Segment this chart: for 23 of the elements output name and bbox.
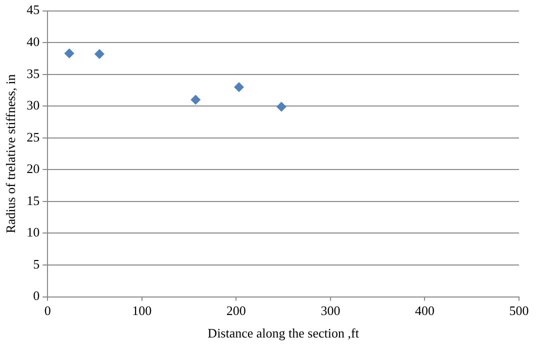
y-tick-label: 5 (33, 256, 40, 272)
x-axis-title: Distance along the section ,ft (208, 326, 360, 341)
x-tick-label: 0 (44, 303, 51, 318)
point (190, 94, 201, 105)
y-tick-label: 20 (26, 161, 40, 176)
point (64, 48, 74, 58)
y-axis-title: Radius of trelative stiffness, in (3, 74, 18, 234)
point (234, 82, 244, 92)
x-tick-label: 300 (320, 303, 340, 318)
y-tick-label: 45 (26, 2, 40, 18)
y-tick-label: 0 (33, 288, 40, 304)
y-tick-label: 10 (26, 224, 40, 240)
y-tick-label: 25 (26, 129, 40, 144)
y-tick-label: 35 (26, 66, 40, 81)
x-tick-label: 400 (414, 303, 434, 318)
y-tick-label: 30 (26, 98, 40, 113)
point (94, 49, 104, 60)
x-tick-label: 200 (226, 303, 246, 318)
x-tick-label: 100 (132, 303, 152, 318)
x-tick-label: 500 (509, 303, 529, 318)
y-tick-label: 40 (26, 34, 40, 49)
point (276, 102, 286, 112)
y-tick-label: 15 (26, 192, 40, 208)
